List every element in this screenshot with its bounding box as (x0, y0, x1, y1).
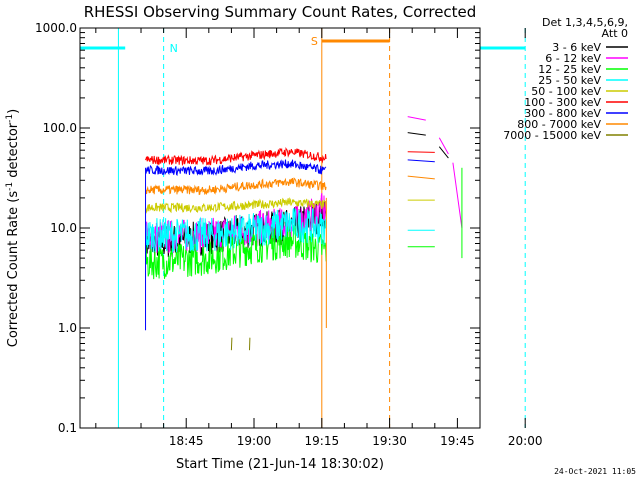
night-label: N (170, 42, 178, 55)
series-line (145, 159, 327, 177)
legend-header: Att 0 (602, 27, 628, 40)
chart-title: RHESSI Observing Summary Count Rates, Co… (84, 3, 477, 21)
y-axis-label: Corrected Count Rate (s-1 detector-1) (5, 109, 21, 347)
series-line (145, 146, 327, 166)
y-tick-label: 1.0 (58, 321, 77, 335)
series-line (145, 197, 327, 214)
series-line (145, 225, 327, 280)
legend-label: 25 - 50 keV (538, 74, 601, 87)
x-tick-label: 19:00 (237, 434, 272, 448)
legend-label: 50 - 100 keV (531, 85, 601, 98)
data-series (145, 116, 463, 351)
y-tick-label: 10.0 (50, 221, 77, 235)
x-tick-label: 19:30 (372, 434, 407, 448)
legend-label: 12 - 25 keV (538, 63, 601, 76)
series-line (145, 177, 327, 196)
y-tick-label: 100.0 (43, 121, 77, 135)
legend-header: Det 1,3,4,5,6,9, (542, 16, 628, 29)
date-stamp: 24-Oct-2021 11:05 (554, 467, 636, 476)
x-tick-label: 20:00 (508, 434, 543, 448)
x-tick-label: 19:45 (440, 434, 475, 448)
legend-label: 100 - 300 keV (524, 96, 601, 109)
axes: 18:45 19:00 19:15 19:30 19:45 20:00 0.1 1.0 10.0… (35, 21, 542, 448)
series-line (145, 208, 327, 253)
saa-label: S (311, 35, 318, 48)
x-axis-label: Start Time (21-Jun-14 18:30:02) (176, 457, 384, 472)
x-tick-label: 18:45 (169, 434, 204, 448)
x-tick-label: 19:15 (305, 434, 340, 448)
legend-label: 7000 - 15000 keV (503, 129, 601, 142)
legend-label: 3 - 6 keV (552, 41, 601, 54)
legend-label: 300 - 800 keV (524, 107, 601, 120)
y-tick-label: 0.1 (58, 421, 77, 435)
y-tick-label: 1000.0 (35, 21, 77, 35)
series-line (407, 116, 463, 229)
legend-label: 6 - 12 keV (545, 52, 601, 65)
series-line (230, 337, 251, 351)
legend-label: 800 - 7000 keV (517, 118, 601, 131)
